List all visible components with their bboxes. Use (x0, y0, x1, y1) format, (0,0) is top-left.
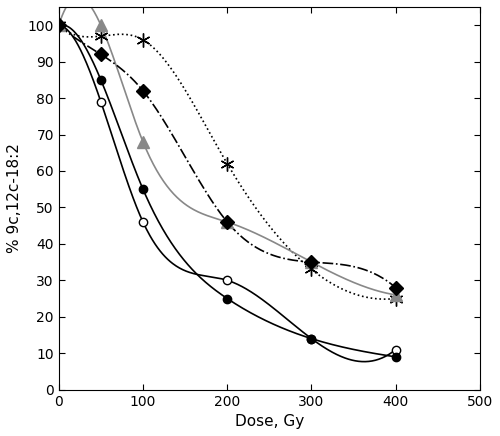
X-axis label: Dose, Gy: Dose, Gy (234, 414, 304, 429)
Y-axis label: % 9c,12c-18:2: % 9c,12c-18:2 (7, 143, 22, 253)
